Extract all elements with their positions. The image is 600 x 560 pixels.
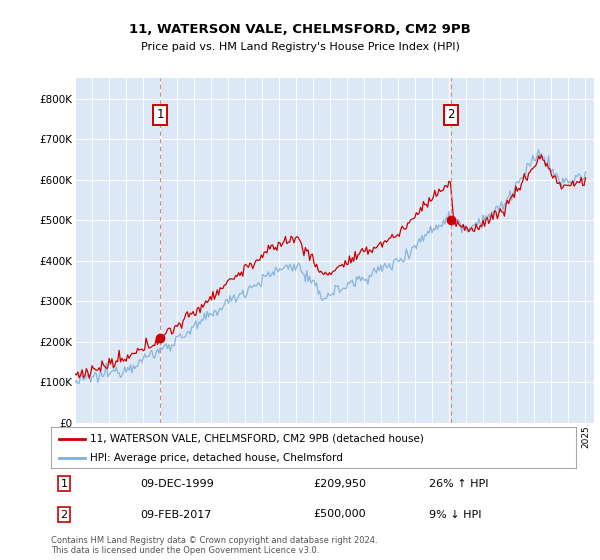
Text: 26% ↑ HPI: 26% ↑ HPI xyxy=(429,479,488,489)
Text: 1: 1 xyxy=(61,479,68,489)
Text: £209,950: £209,950 xyxy=(314,479,367,489)
Text: £500,000: £500,000 xyxy=(314,510,366,520)
Text: Contains HM Land Registry data © Crown copyright and database right 2024.
This d: Contains HM Land Registry data © Crown c… xyxy=(51,536,377,555)
Text: 1: 1 xyxy=(157,109,164,122)
Text: 09-FEB-2017: 09-FEB-2017 xyxy=(140,510,212,520)
Text: Price paid vs. HM Land Registry's House Price Index (HPI): Price paid vs. HM Land Registry's House … xyxy=(140,42,460,52)
Text: 09-DEC-1999: 09-DEC-1999 xyxy=(140,479,214,489)
Text: 11, WATERSON VALE, CHELMSFORD, CM2 9PB (detached house): 11, WATERSON VALE, CHELMSFORD, CM2 9PB (… xyxy=(91,433,424,444)
Text: 2: 2 xyxy=(448,109,455,122)
Text: 9% ↓ HPI: 9% ↓ HPI xyxy=(429,510,482,520)
Text: HPI: Average price, detached house, Chelmsford: HPI: Average price, detached house, Chel… xyxy=(91,452,343,463)
Text: 11, WATERSON VALE, CHELMSFORD, CM2 9PB: 11, WATERSON VALE, CHELMSFORD, CM2 9PB xyxy=(129,22,471,36)
Text: 2: 2 xyxy=(61,510,68,520)
